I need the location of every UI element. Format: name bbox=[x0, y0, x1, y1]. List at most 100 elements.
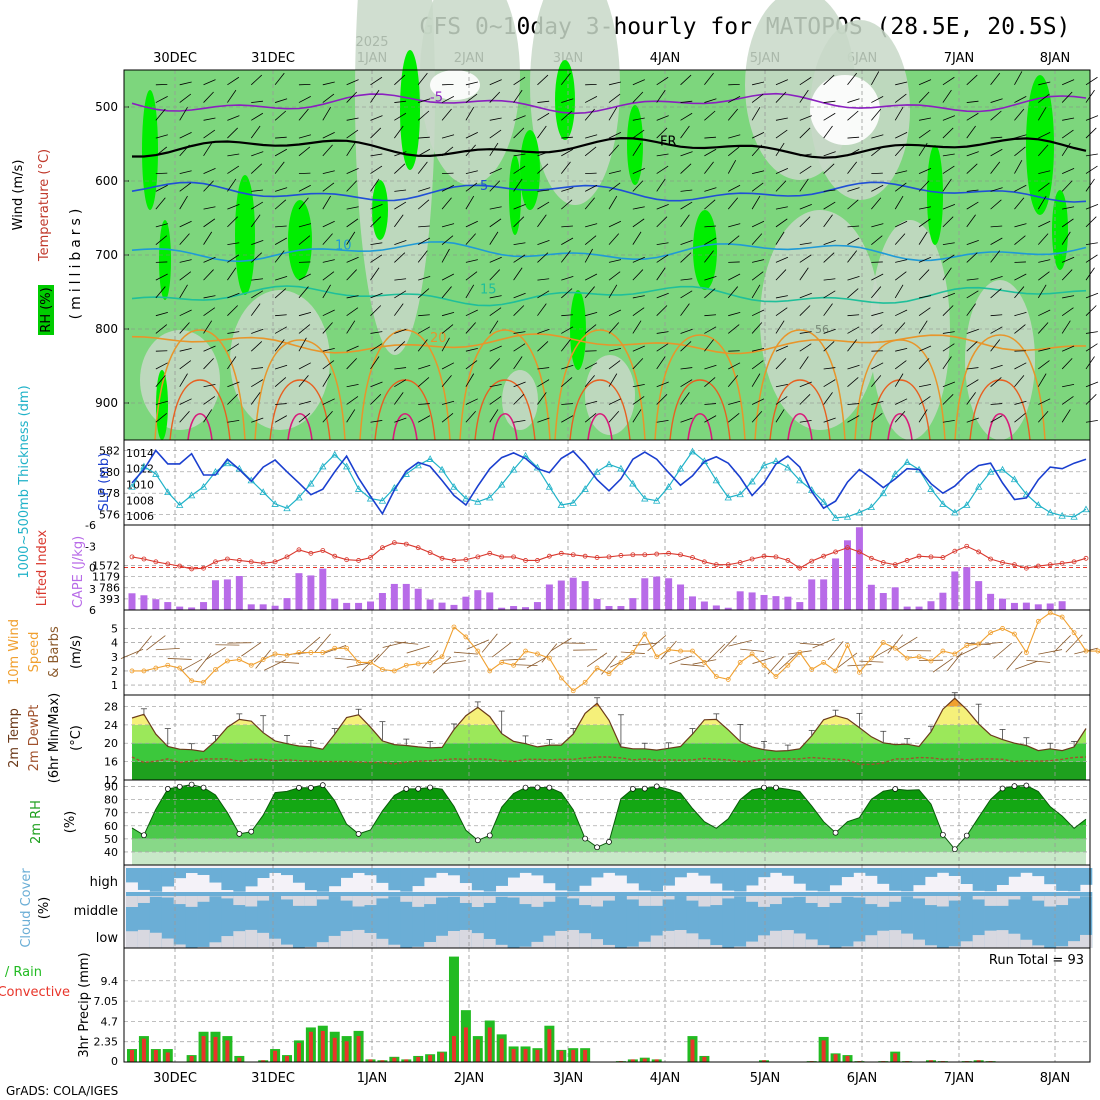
wind-barb bbox=[203, 168, 216, 174]
wind-barb bbox=[704, 72, 714, 86]
wind-barb bbox=[847, 314, 860, 317]
lifted-index-point bbox=[702, 559, 707, 565]
low-cloud-bar bbox=[424, 922, 437, 948]
wind-barb bbox=[322, 220, 335, 228]
pressure-tick-label: 600 bbox=[95, 174, 118, 188]
middle-cloud-gap bbox=[924, 896, 938, 906]
high-cloud-bar bbox=[626, 868, 640, 884]
thickness-point bbox=[963, 501, 971, 508]
isotherm-line bbox=[131, 333, 1087, 355]
isotherm-label: 10 bbox=[335, 238, 352, 253]
wind-barb bbox=[704, 110, 716, 121]
cape-bar bbox=[820, 579, 828, 610]
wind-barb bbox=[918, 180, 930, 192]
wind-barb bbox=[561, 326, 574, 334]
surface-wind-barb bbox=[752, 656, 776, 664]
saturated-streak bbox=[400, 50, 420, 170]
surface-wind-barb bbox=[847, 664, 872, 667]
wind-barb bbox=[561, 110, 573, 121]
wind-barb bbox=[799, 89, 809, 103]
middle-cloud-bar bbox=[567, 892, 580, 922]
wind-barb bbox=[346, 409, 356, 423]
wind-barb bbox=[489, 231, 499, 245]
wind-speed-point bbox=[868, 655, 874, 661]
wind-barb bbox=[537, 125, 547, 139]
wind-barb bbox=[942, 292, 956, 299]
wind-speed-point bbox=[546, 655, 552, 661]
wind-barb bbox=[203, 409, 213, 423]
wind-barb bbox=[489, 396, 502, 405]
thickness-point bbox=[509, 465, 518, 473]
date-label-bottom: 31DEC bbox=[251, 1071, 295, 1086]
wind-barb bbox=[394, 367, 407, 370]
wind-barb bbox=[322, 107, 331, 121]
wind-barb bbox=[632, 307, 645, 317]
wind-barb bbox=[1038, 360, 1050, 370]
high-cloud-bar bbox=[865, 868, 878, 876]
wind-barb bbox=[417, 339, 428, 352]
wind-barb bbox=[370, 381, 383, 388]
cape-bar bbox=[557, 580, 565, 610]
middle-cloud-gap bbox=[197, 896, 210, 902]
wind-barb bbox=[322, 348, 335, 352]
middle-cloud-gap bbox=[519, 896, 532, 905]
low-cloud-gap bbox=[483, 938, 497, 948]
wind-barb bbox=[394, 278, 407, 281]
high-cloud-bar bbox=[984, 868, 997, 892]
wind-speed-point bbox=[833, 668, 838, 674]
wind-barb bbox=[227, 216, 238, 228]
low-cloud-gap bbox=[412, 946, 425, 948]
wind-speed-point bbox=[463, 634, 469, 640]
wind-barb bbox=[871, 413, 883, 423]
wind-barb bbox=[751, 107, 761, 121]
wind-barb bbox=[966, 163, 978, 174]
rh-point bbox=[629, 786, 636, 792]
wind-barb bbox=[847, 339, 857, 352]
lifted-index-point bbox=[380, 545, 385, 551]
wind-barb bbox=[441, 197, 452, 210]
wind-barb bbox=[537, 201, 550, 210]
thickness-point bbox=[617, 464, 625, 472]
low-cloud-gap bbox=[388, 944, 401, 948]
middle-cloud-gap bbox=[531, 896, 544, 907]
rh-point bbox=[248, 828, 255, 835]
wind-barb bbox=[370, 356, 380, 370]
wind-barb bbox=[1038, 411, 1049, 423]
cape-bar bbox=[712, 605, 720, 610]
wind-barb bbox=[799, 419, 812, 423]
wind-barb bbox=[632, 269, 644, 281]
wind-barb bbox=[370, 127, 382, 139]
middle-cloud-gap bbox=[149, 896, 163, 897]
wind-barb bbox=[584, 413, 597, 423]
wind-barb bbox=[346, 91, 357, 103]
wind-barb bbox=[871, 235, 883, 245]
wind-barb bbox=[227, 394, 238, 405]
wind-barb bbox=[894, 360, 907, 370]
wind-barb bbox=[203, 117, 216, 121]
wind-barb bbox=[346, 117, 359, 121]
wind-speed-point bbox=[177, 665, 183, 671]
cape-bar bbox=[796, 602, 804, 610]
wind-barb bbox=[942, 305, 954, 316]
wind-barb bbox=[251, 367, 264, 370]
low-cloud-gap bbox=[865, 935, 878, 948]
date-label-bottom: 5JAN bbox=[750, 1071, 781, 1086]
lifted-index-point bbox=[248, 559, 254, 565]
high-cloud-bar bbox=[889, 868, 902, 891]
rh-point bbox=[319, 782, 326, 788]
low-cloud-bar bbox=[197, 922, 210, 948]
wind-speed-point bbox=[332, 645, 338, 651]
low-cloud-gap bbox=[1068, 941, 1081, 948]
lifted-index-point bbox=[177, 563, 183, 569]
thickness-point bbox=[843, 512, 852, 520]
low-cloud-bar bbox=[841, 922, 854, 948]
wind-barb bbox=[441, 96, 455, 103]
wind-barb bbox=[322, 398, 335, 405]
wind-barb bbox=[298, 312, 312, 317]
precip-convective-bar bbox=[308, 1031, 313, 1062]
rh-point bbox=[141, 832, 147, 839]
date-label-bottom: 8JAN bbox=[1040, 1071, 1071, 1086]
wind-barb bbox=[728, 312, 741, 317]
cape-bar bbox=[331, 598, 339, 610]
wind-barb bbox=[370, 292, 383, 299]
